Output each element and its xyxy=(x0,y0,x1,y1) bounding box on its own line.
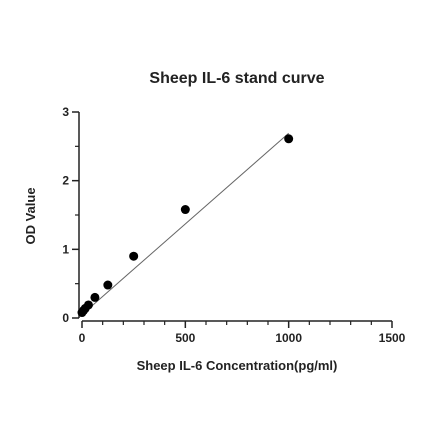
y-tick-label: 2 xyxy=(62,174,69,188)
y-tick-label: 1 xyxy=(62,242,69,256)
data-point xyxy=(129,251,139,261)
data-points-layer xyxy=(77,134,294,318)
y-tick-label: 0 xyxy=(62,311,69,325)
x-axis-label: Sheep IL-6 Concentration(pg/ml) xyxy=(137,358,338,373)
data-point xyxy=(83,300,93,310)
chart-title: Sheep IL-6 stand curve xyxy=(149,70,324,87)
x-tick-label: 1500 xyxy=(379,331,406,345)
y-axis-label: OD Value xyxy=(23,187,38,244)
axes: 0 500 1000 1500 0 1 2 3 xyxy=(62,105,405,345)
fit-line xyxy=(81,132,289,315)
y-tick-label: 3 xyxy=(62,105,69,119)
data-point xyxy=(103,280,113,290)
x-tick-label: 1000 xyxy=(275,331,302,345)
data-point xyxy=(284,134,294,144)
data-point xyxy=(90,292,100,302)
fit-line-layer xyxy=(81,132,289,315)
x-tick-label: 500 xyxy=(175,331,195,345)
data-point xyxy=(180,205,190,215)
x-tick-label: 0 xyxy=(79,331,86,345)
